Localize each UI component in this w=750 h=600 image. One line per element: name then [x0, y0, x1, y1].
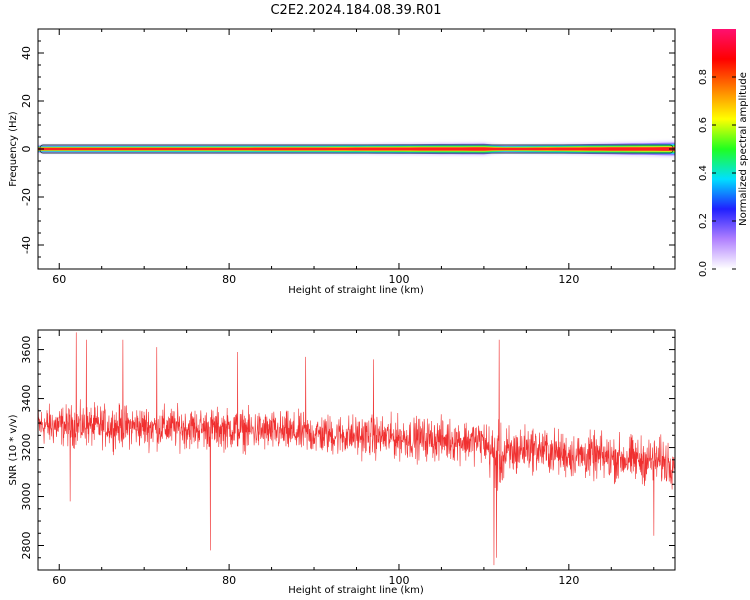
colorbar-label: Normalized spectral amplitude — [738, 72, 749, 226]
spectrogram-frame — [37, 28, 676, 270]
spectrogram-y-tick-label: -40 — [20, 236, 33, 254]
spectrogram-x-tick-label: 100 — [388, 273, 409, 286]
snr-y-tick-label: 3200 — [20, 434, 33, 462]
spectrogram-y-tick-label: -20 — [20, 188, 33, 206]
snr-frame — [37, 329, 676, 571]
spectrogram-y-ticks: 40 20 0 -20 -40 — [20, 28, 675, 270]
spectrogram-x-tick-label: 80 — [222, 273, 236, 286]
spectral-band-layer — [38, 147, 675, 151]
snr-y-tick-label: 3600 — [20, 336, 33, 364]
snr-y-tick-label: 3400 — [20, 385, 33, 413]
colorbar-ticks: 0.0 0.2 0.4 0.6 0.8 — [698, 69, 736, 277]
colorbar-tick-label: 0.0 — [698, 261, 709, 277]
spectrogram-y-tick-label: 0 — [20, 146, 33, 153]
snr-x-tick-label: 60 — [52, 574, 66, 587]
figure-title: C2E2.2024.184.08.39.R01 — [270, 3, 441, 18]
snr-y-axis-label: SNR (10 * v/v) — [8, 414, 19, 485]
snr-x-axis-label: Height of straight line (km) — [288, 585, 424, 596]
colorbar-tick-label: 0.4 — [698, 165, 709, 181]
colorbar-gradient — [712, 29, 736, 269]
colorbar: 0.0 0.2 0.4 0.6 0.8 Normalized spectral ampl… — [698, 29, 749, 277]
colorbar-tick-label: 0.8 — [698, 69, 709, 85]
snr-y-tick-label: 2800 — [20, 532, 33, 560]
colorbar-tick-label: 0.6 — [698, 117, 709, 133]
snr-x-tick-label: 80 — [222, 574, 236, 587]
spectrogram-x-tick-label: 120 — [558, 273, 579, 286]
spectrogram-x-tick-label: 60 — [52, 273, 66, 286]
spectral-band — [38, 141, 675, 157]
colorbar-tick-label: 0.2 — [698, 213, 709, 229]
snr-x-tick-label: 120 — [558, 574, 579, 587]
spectrogram-x-axis-label: Height of straight line (km) — [288, 285, 424, 296]
spectrogram-y-axis-label: Frequency (Hz) — [8, 111, 19, 187]
snr-series-line — [38, 332, 675, 566]
spectrogram-panel: 40 20 0 -20 -40 60 80 100 120 Height of straigh… — [8, 28, 676, 296]
spectrogram-y-tick-label: 20 — [20, 94, 33, 108]
spectrogram-y-tick-label: 40 — [20, 46, 33, 60]
snr-x-tick-label: 100 — [388, 574, 409, 587]
snr-y-tick-label: 3000 — [20, 483, 33, 511]
snr-panel: 2800 3000 3200 3400 3600 60 80 100 120 Height o… — [8, 329, 676, 596]
